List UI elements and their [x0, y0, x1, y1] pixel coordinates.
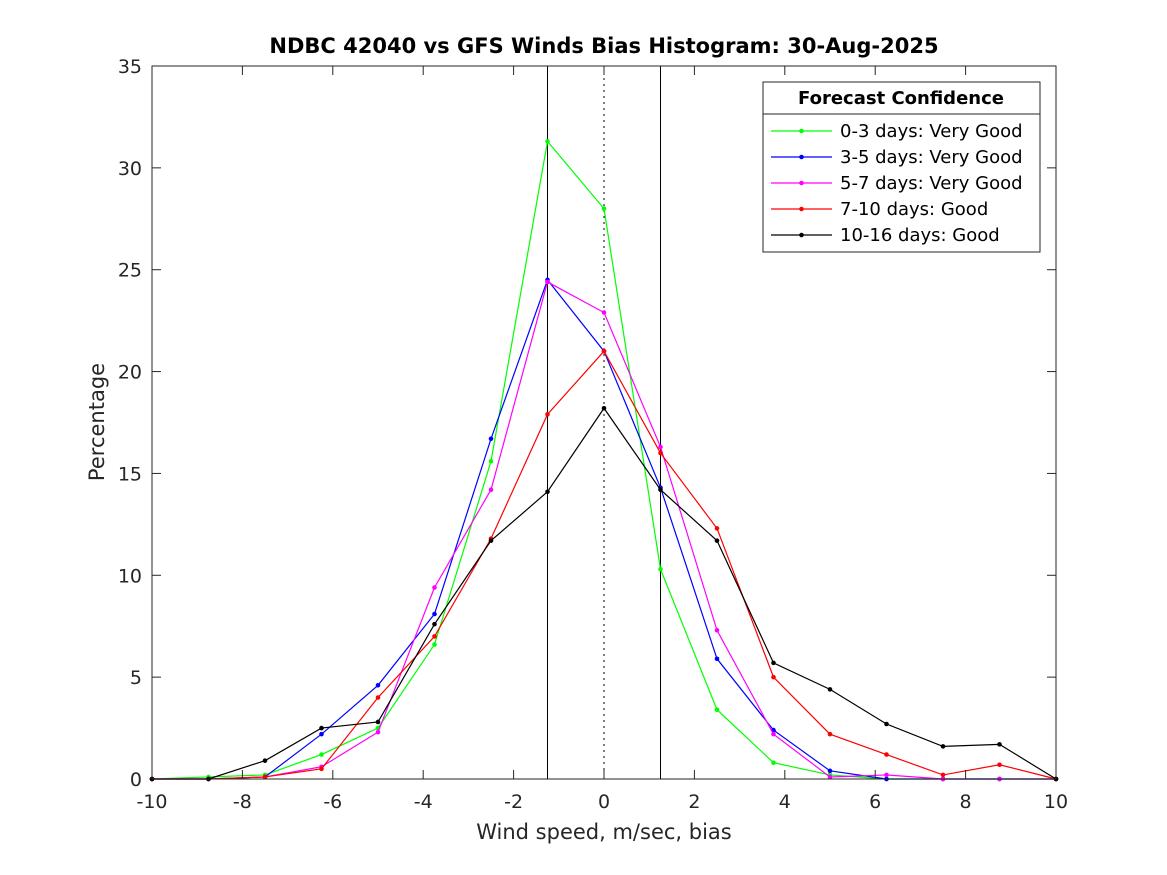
- series-point: [319, 766, 324, 772]
- series-point: [714, 656, 720, 662]
- series-point: [997, 762, 1002, 768]
- series-point: [827, 731, 833, 737]
- series-point: [884, 721, 889, 727]
- series-point: [545, 139, 550, 144]
- x-tick-label: -10: [136, 791, 167, 813]
- legend-label: 0-3 days: Very Good: [840, 121, 1023, 142]
- x-tick-label: -6: [323, 791, 342, 813]
- x-tick-label: 0: [598, 791, 610, 813]
- series-point: [827, 774, 833, 780]
- series-point: [884, 772, 889, 778]
- legend-label: 7-10 days: Good: [840, 199, 988, 220]
- y-tick-label: 20: [118, 362, 142, 384]
- series-point: [488, 458, 494, 464]
- series-point: [545, 489, 550, 495]
- series-point: [658, 450, 663, 456]
- x-tick-label: -4: [414, 791, 433, 813]
- series-point: [771, 731, 776, 737]
- series-point: [432, 585, 437, 590]
- series-point: [432, 621, 437, 627]
- series-point: [432, 611, 437, 617]
- x-tick-label: 4: [779, 791, 791, 813]
- series-point: [827, 768, 833, 774]
- legend-entry: 5-7 days: Very Good: [771, 173, 1023, 194]
- series-point: [658, 566, 663, 572]
- series-point: [884, 752, 889, 757]
- series-layer: [149, 139, 1059, 782]
- legend-swatch-marker: [799, 206, 804, 212]
- series-4: [149, 405, 1059, 782]
- series-point: [545, 279, 550, 285]
- series-point: [319, 752, 324, 757]
- series-point: [714, 538, 720, 543]
- legend-swatch-marker: [799, 180, 804, 186]
- series-point: [375, 729, 381, 735]
- x-tick-label: 6: [869, 791, 881, 813]
- series-point: [262, 774, 268, 780]
- legend-box: [762, 81, 1041, 253]
- series-point: [658, 487, 663, 493]
- series-point: [488, 436, 494, 442]
- x-axis-label: Wind speed, m/sec, bias: [476, 820, 732, 844]
- series-point: [262, 758, 268, 763]
- y-tick-label: 35: [118, 56, 142, 78]
- y-tick-label: 10: [118, 565, 142, 587]
- legend-entry: 3-5 days: Very Good: [771, 147, 1023, 168]
- legend-swatch-marker: [799, 232, 804, 238]
- x-tick-label: 10: [1044, 791, 1068, 813]
- series-3: [149, 348, 1059, 782]
- series-point: [997, 742, 1002, 747]
- legend-label: 10-16 days: Good: [840, 225, 1000, 246]
- series-point: [771, 760, 776, 766]
- y-tick-label: 25: [118, 260, 142, 282]
- legend: Forecast Confidence 0-3 days: Very Good 3…: [762, 81, 1041, 253]
- series-point: [714, 526, 720, 531]
- y-tick-label: 30: [118, 158, 142, 180]
- series-point: [545, 412, 550, 417]
- series-point: [488, 538, 494, 543]
- y-tick-label: 15: [118, 463, 142, 485]
- x-tick-label: 2: [688, 791, 700, 813]
- series-point: [601, 405, 607, 411]
- legend-entry: 7-10 days: Good: [771, 199, 988, 220]
- series-point: [319, 725, 324, 731]
- series-point: [375, 695, 381, 700]
- series-point: [601, 348, 607, 354]
- axis-ticks: -10 -8 -6 -4 -2 0 2 4 6 8 10 0 5 10 15 20 25 30 35: [118, 56, 1068, 813]
- legend-label: 5-7 days: Very Good: [840, 173, 1023, 194]
- vertical-reference-lines: [547, 66, 661, 779]
- x-tick-label: 8: [960, 791, 972, 813]
- series-point: [940, 744, 946, 749]
- x-tick-label: -8: [233, 791, 252, 813]
- series-point: [940, 772, 946, 778]
- series-point: [375, 682, 381, 688]
- series-point: [714, 627, 720, 633]
- series-point: [432, 634, 437, 639]
- legend-swatch-marker: [799, 154, 804, 160]
- chart-title: NDBC 42040 vs GFS Winds Bias Histogram: …: [269, 34, 938, 58]
- legend-swatch-marker: [799, 128, 804, 134]
- series-point: [601, 310, 607, 315]
- y-tick-label: 0: [130, 769, 142, 791]
- series-point: [601, 206, 607, 211]
- series-point: [658, 444, 663, 450]
- legend-entry: 0-3 days: Very Good: [771, 121, 1023, 142]
- legend-entry: 10-16 days: Good: [771, 225, 1000, 246]
- legend-label: 3-5 days: Very Good: [840, 147, 1023, 168]
- series-point: [827, 687, 833, 692]
- series-point: [714, 707, 720, 713]
- legend-title: Forecast Confidence: [798, 88, 1004, 109]
- series-point: [432, 642, 437, 647]
- series-point: [319, 731, 324, 737]
- legend-entries: 0-3 days: Very Good 3-5 days: Very Good 5-…: [771, 121, 1023, 246]
- y-axis-label: Percentage: [85, 363, 109, 481]
- series-point: [771, 660, 776, 666]
- y-tick-label: 5: [130, 667, 142, 689]
- series-point: [488, 487, 494, 493]
- x-tick-label: -2: [504, 791, 523, 813]
- series-point: [771, 674, 776, 680]
- series-point: [375, 719, 381, 725]
